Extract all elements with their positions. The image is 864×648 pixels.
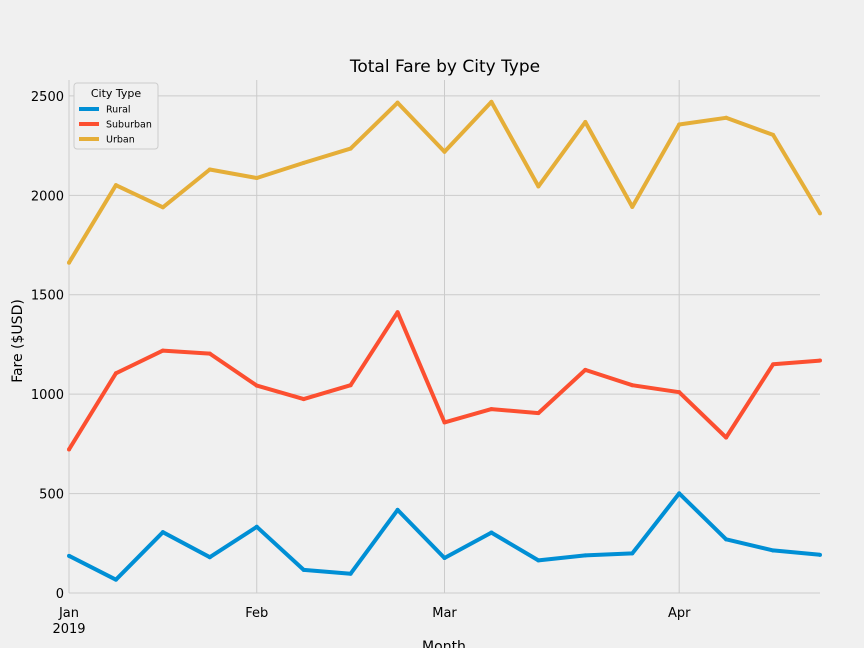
data-point-suburban (395, 310, 400, 315)
legend-box (73, 82, 159, 150)
data-point-suburban (630, 383, 635, 388)
x-tick-label: Feb (245, 606, 268, 621)
series-urban (67, 99, 822, 265)
x-tick-label: Apr (668, 606, 691, 621)
data-point-urban (442, 149, 447, 154)
y-tick-label: 1000 (31, 388, 64, 403)
y-tick-label: 2000 (31, 189, 64, 204)
data-point-rural (818, 552, 822, 557)
data-point-urban (583, 119, 588, 124)
data-point-urban (207, 167, 212, 172)
data-point-suburban (254, 383, 259, 388)
data-point-urban (160, 205, 165, 210)
data-point-rural (630, 551, 635, 556)
data-point-rural (160, 530, 165, 535)
data-point-suburban (536, 411, 541, 416)
data-point-urban (818, 211, 822, 216)
data-point-rural (254, 524, 259, 529)
data-point-urban (489, 99, 494, 104)
legend-label-suburban: Suburban (106, 120, 152, 131)
data-point-urban (67, 260, 71, 265)
series-suburban (67, 310, 822, 452)
x-tick-label: Jan (58, 606, 79, 621)
y-tick-label: 1500 (31, 289, 64, 304)
data-point-suburban (771, 362, 776, 367)
y-tick-label: 500 (39, 488, 64, 503)
data-point-rural (67, 553, 71, 558)
data-point-rural (301, 567, 306, 572)
data-point-urban (630, 204, 635, 209)
y-axis-label: Fare ($USD) (10, 299, 26, 383)
data-point-urban (301, 160, 306, 165)
data-point-urban (395, 100, 400, 105)
data-point-rural (724, 537, 729, 542)
data-point-urban (536, 184, 541, 189)
data-point-urban (113, 183, 118, 188)
data-point-suburban (348, 383, 353, 388)
legend-title: City Type (91, 87, 142, 100)
data-point-rural (583, 553, 588, 558)
x-tick-label: Mar (432, 606, 457, 621)
data-point-rural (395, 507, 400, 512)
data-point-suburban (113, 371, 118, 376)
data-point-rural (536, 558, 541, 563)
data-point-suburban (818, 358, 822, 363)
data-point-suburban (724, 435, 729, 440)
data-point-suburban (67, 447, 71, 452)
data-point-suburban (160, 348, 165, 353)
x-axis-label: Month (422, 639, 466, 648)
data-point-suburban (301, 397, 306, 402)
data-point-rural (113, 577, 118, 582)
x-tick-sublabel: 2019 (52, 622, 85, 637)
data-point-suburban (207, 351, 212, 356)
data-point-urban (771, 132, 776, 137)
data-point-suburban (677, 390, 682, 395)
data-point-suburban (442, 420, 447, 425)
legend-label-rural: Rural (106, 105, 131, 116)
legend-items: Rural Suburban Urban (79, 105, 152, 146)
grid-lines (68, 80, 820, 594)
data-point-suburban (583, 367, 588, 372)
data-point-rural (207, 555, 212, 560)
data-point-urban (724, 115, 729, 120)
legend: City Type Rural Suburban Urban (73, 82, 159, 150)
series-lines (67, 99, 822, 582)
chart-title: Total Fare by City Type (349, 57, 540, 77)
data-point-urban (254, 176, 259, 181)
legend-label-urban: Urban (106, 135, 135, 146)
data-point-urban (677, 122, 682, 127)
data-point-urban (348, 146, 353, 151)
data-point-suburban (489, 407, 494, 412)
y-tick-label: 0 (56, 587, 64, 602)
y-tick-label: 2500 (31, 90, 64, 105)
series-rural (67, 491, 822, 582)
data-point-rural (348, 571, 353, 576)
data-point-rural (442, 556, 447, 561)
data-point-rural (771, 548, 776, 553)
data-point-rural (489, 530, 494, 535)
data-point-rural (677, 491, 682, 496)
